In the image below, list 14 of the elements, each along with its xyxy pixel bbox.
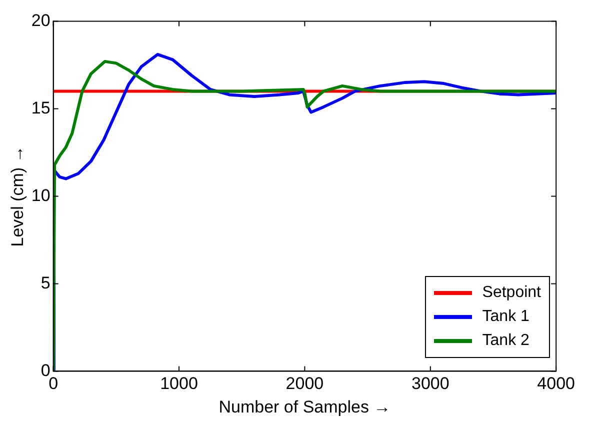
x-tick-label: 2000 [286,374,324,394]
y-axis-title: Level (cm) → [8,146,27,247]
legend-label: Tank 2 [482,332,530,350]
y-tick-label: 5 [40,273,50,292]
y-tick-label: 15 [31,98,50,118]
legend-label: Tank 1 [482,308,530,326]
x-tick-label: 1000 [160,374,198,394]
y-tick-label: 20 [31,10,50,30]
x-axis-title: Number of Samples → [218,397,391,416]
y-tick-label: 0 [40,360,50,380]
y-tick-label: 10 [31,186,50,205]
x-tick-label: 3000 [411,374,450,394]
x-tick-label: 4000 [537,374,576,394]
legend-label: Setpoint [482,284,541,302]
